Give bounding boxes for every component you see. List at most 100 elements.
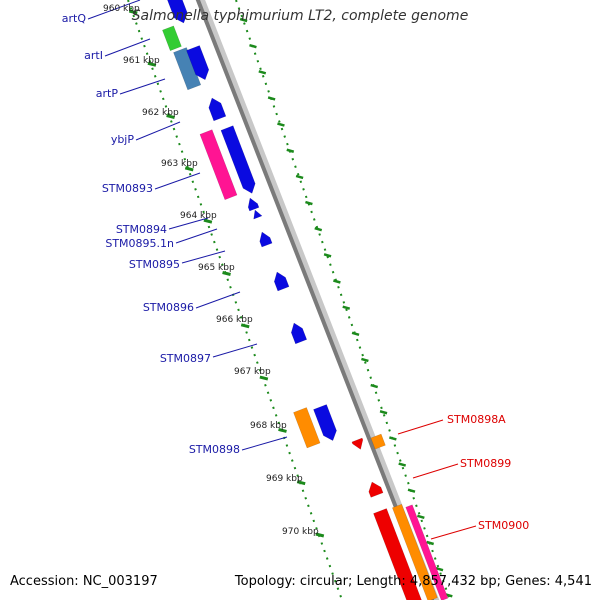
gene-block-STM0900-2[interactable] [392, 503, 438, 600]
gene-features [162, 0, 449, 600]
outer-tick [277, 122, 285, 127]
gene-block-STM0896[interactable] [273, 271, 290, 292]
kbp-label-962: 962 kbp [142, 108, 179, 118]
gene-block-STM0895.1n[interactable] [253, 209, 263, 220]
gene-block-STM0898[interactable] [293, 407, 321, 449]
kbp-tick [278, 427, 287, 433]
gene-label-STM0900[interactable]: STM0900 [478, 519, 529, 532]
kbp-label-964: 964 kbp [180, 211, 217, 221]
gene-block-STM0893-2[interactable] [220, 125, 256, 194]
label-leader-line [412, 463, 459, 479]
kbp-tick [315, 532, 325, 538]
outer-tick [305, 200, 313, 206]
label-leader-line [241, 436, 288, 451]
outer-tick [342, 305, 351, 310]
genome-summary-text: Topology: circular; Length: 4,857,432 bp… [234, 574, 592, 589]
gene-block-ybjP[interactable] [208, 97, 227, 122]
kbp-label-966: 966 kbp [216, 315, 253, 325]
kbp-tick [259, 375, 269, 381]
outer-tick [323, 253, 332, 258]
gene-block-STM0898A[interactable] [351, 437, 364, 450]
gene-block-STM0900-3[interactable] [405, 504, 449, 600]
outer-tick [379, 410, 388, 415]
kbp-ticks [128, 9, 453, 598]
outer-dotted-ruler [235, 0, 451, 600]
label-leader-line [154, 172, 201, 190]
kbp-tick [222, 271, 231, 276]
gene-block-STM0895[interactable] [259, 231, 273, 248]
label-leader-line [195, 291, 241, 309]
gene-label-artI[interactable]: artI [84, 49, 103, 62]
gene-label-STM0898A[interactable]: STM0898A [447, 413, 506, 426]
gene-block-STM0894[interactable] [247, 197, 260, 212]
outer-tick [314, 226, 323, 232]
label-leader-line [181, 250, 226, 264]
gene-label-STM0897[interactable]: STM0897 [160, 352, 211, 365]
gene-block-STM0898A-2[interactable] [370, 433, 386, 450]
kbp-label-963: 963 kbp [161, 159, 198, 169]
gene-label-artQ[interactable]: artQ [62, 12, 87, 25]
right-gene-labels: STM0898A STM0899 STM0900 [447, 413, 529, 532]
gene-label-STM0898[interactable]: STM0898 [189, 443, 240, 456]
kbp-label-group: 960 kbp 961 kbp 962 kbp 963 kbp 964 kbp … [103, 4, 319, 537]
map-title: Salmonella typhimurium LT2, complete gen… [131, 8, 469, 24]
gene-block-STM0899[interactable] [368, 481, 384, 498]
outer-tick [426, 540, 435, 546]
kbp-tick [203, 218, 213, 224]
kbp-label-969: 969 kbp [266, 474, 303, 484]
outer-tick [407, 488, 416, 493]
gene-block-artQ[interactable] [166, 0, 188, 24]
label-leader-line [135, 121, 181, 141]
kbp-label-965: 965 kbp [198, 263, 235, 273]
kbp-label-970: 970 kbp [282, 527, 319, 537]
gene-block-STM0900[interactable] [373, 508, 422, 600]
gene-label-ybjP[interactable]: ybjP [111, 133, 135, 146]
kbp-tick [166, 114, 175, 120]
gene-label-STM0896[interactable]: STM0896 [143, 301, 194, 314]
gene-block-STM0898-2[interactable] [313, 404, 337, 441]
kbp-tick [128, 9, 138, 15]
kbp-label-960: 960 kbp [103, 4, 140, 14]
gene-block-STM0897[interactable] [290, 322, 308, 345]
gene-block-STM0893[interactable] [199, 129, 238, 201]
kbp-tick [147, 61, 157, 67]
label-leader-line [430, 525, 477, 540]
gene-label-STM0894[interactable]: STM0894 [116, 223, 167, 236]
outer-tick [389, 436, 397, 441]
gene-label-STM0899[interactable]: STM0899 [460, 457, 511, 470]
outer-tick [249, 43, 257, 49]
outer-tick [286, 148, 295, 153]
outer-tick [295, 174, 304, 180]
label-leader-lines [87, 0, 477, 540]
label-leader-line [397, 419, 444, 435]
label-leader-line [119, 78, 166, 95]
outer-tick [398, 462, 407, 467]
gene-label-STM0893[interactable]: STM0893 [102, 182, 153, 195]
outer-tick [239, 17, 248, 23]
kbp-tick [184, 166, 194, 172]
left-gene-labels: artQ artI artP ybjP STM0893 STM0894 STM0… [62, 12, 240, 456]
kbp-label-968: 968 kbp [250, 421, 287, 431]
label-leader-line [168, 217, 209, 230]
gene-label-STM0895[interactable]: STM0895 [129, 258, 180, 271]
outer-tick [435, 566, 444, 572]
kbp-tick [240, 323, 250, 329]
gene-label-artP[interactable]: artP [96, 87, 119, 100]
outer-tick [370, 383, 379, 389]
label-leader-line [175, 228, 218, 244]
outer-tick [416, 514, 425, 520]
gene-label-STM0895.1n[interactable]: STM0895.1n [105, 237, 174, 250]
outer-tick [361, 357, 369, 363]
outer-tick [351, 331, 360, 337]
accession-text: Accession: NC_003197 [10, 574, 158, 589]
gene-block-artP-2[interactable] [186, 45, 210, 81]
kbp-label-961: 961 kbp [123, 56, 160, 66]
label-leader-line [87, 0, 141, 20]
outer-tick [267, 96, 276, 101]
gene-block-artI[interactable] [162, 25, 182, 52]
gene-block-artP[interactable] [173, 47, 202, 91]
outer-tick [258, 70, 267, 75]
kbp-label-967: 967 kbp [234, 367, 271, 377]
